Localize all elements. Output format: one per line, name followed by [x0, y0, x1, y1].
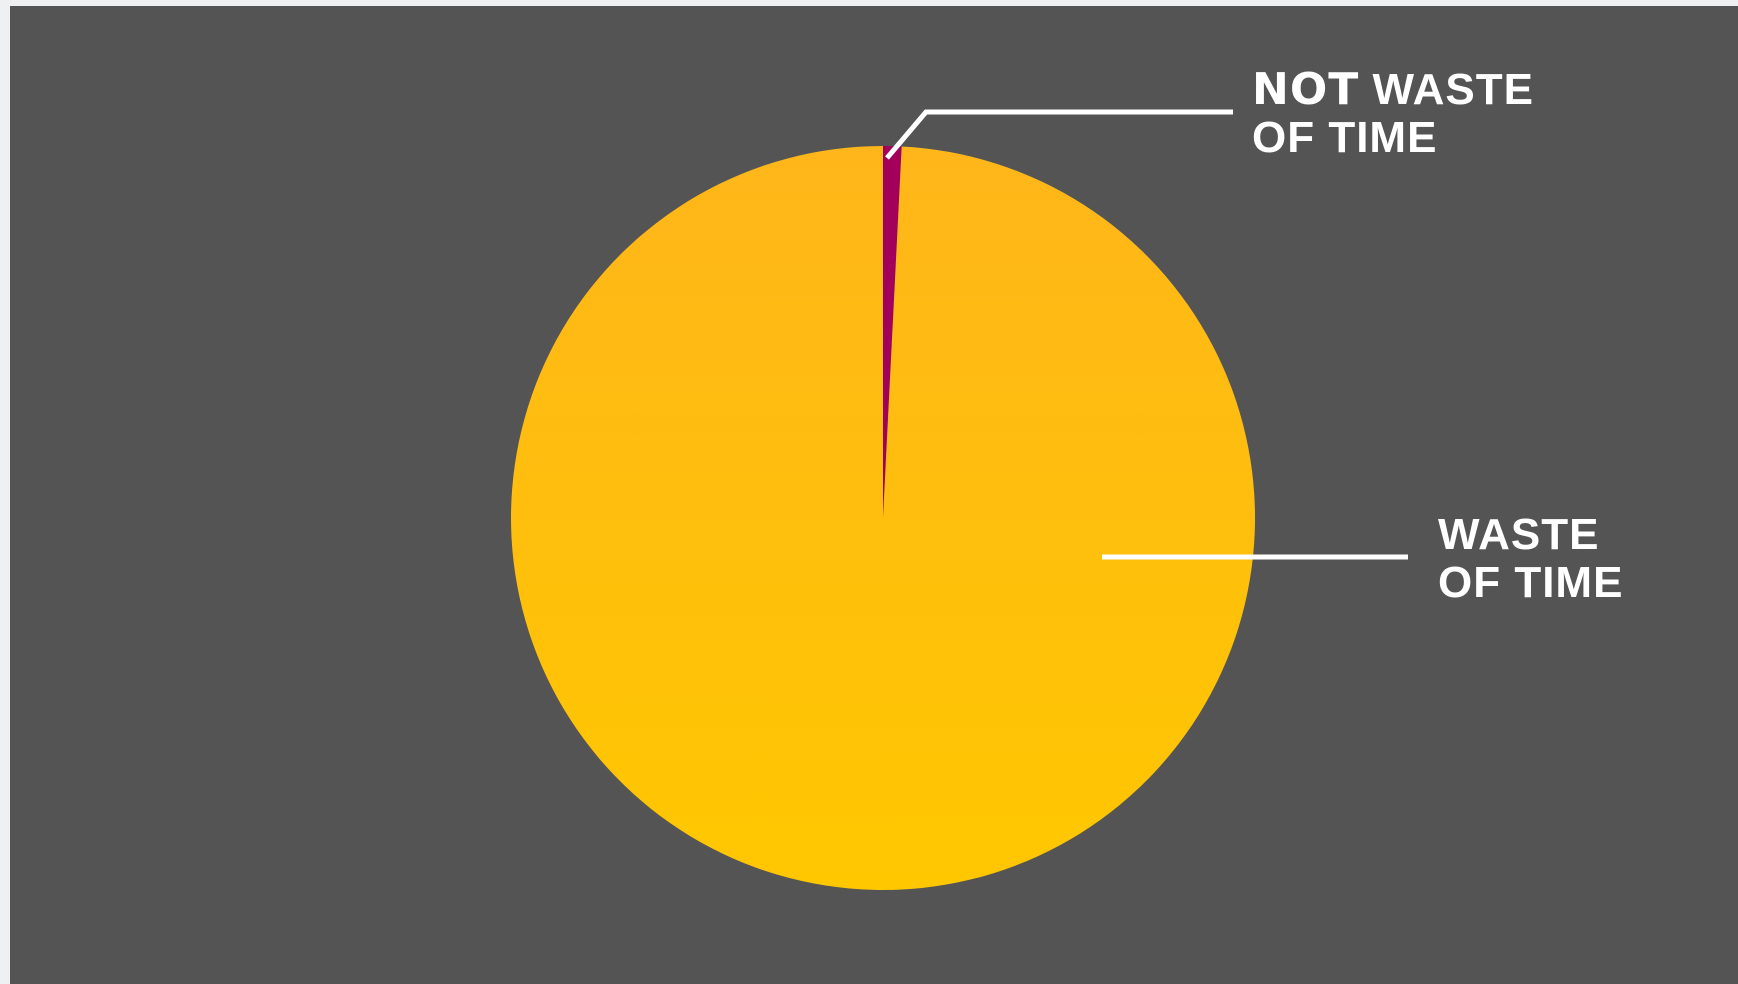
pie-chart: NOT WASTE OF TIME WASTE OF TIME [511, 64, 1623, 890]
chart-canvas: NOT WASTE OF TIME WASTE OF TIME [10, 6, 1738, 984]
slice-label-waste-of-time: WASTE OF TIME [1438, 510, 1623, 607]
pie-slices [511, 146, 1256, 890]
pie-slice-waste-of-time [511, 146, 1256, 890]
slice-label-not-waste-of-time: NOT WASTE OF TIME [1252, 64, 1547, 162]
slice-label-emphasis: NOT [1252, 64, 1359, 115]
slice-label-line1: WASTE [1359, 65, 1534, 114]
slice-label-line2: OF TIME [1252, 113, 1437, 162]
slice-label-line2: OF TIME [1438, 558, 1623, 607]
pie-slice-not-waste-of-time [883, 146, 902, 518]
slice-label-line1: WASTE [1438, 510, 1599, 559]
leader-line-not-waste-of-time [885, 109, 1233, 160]
